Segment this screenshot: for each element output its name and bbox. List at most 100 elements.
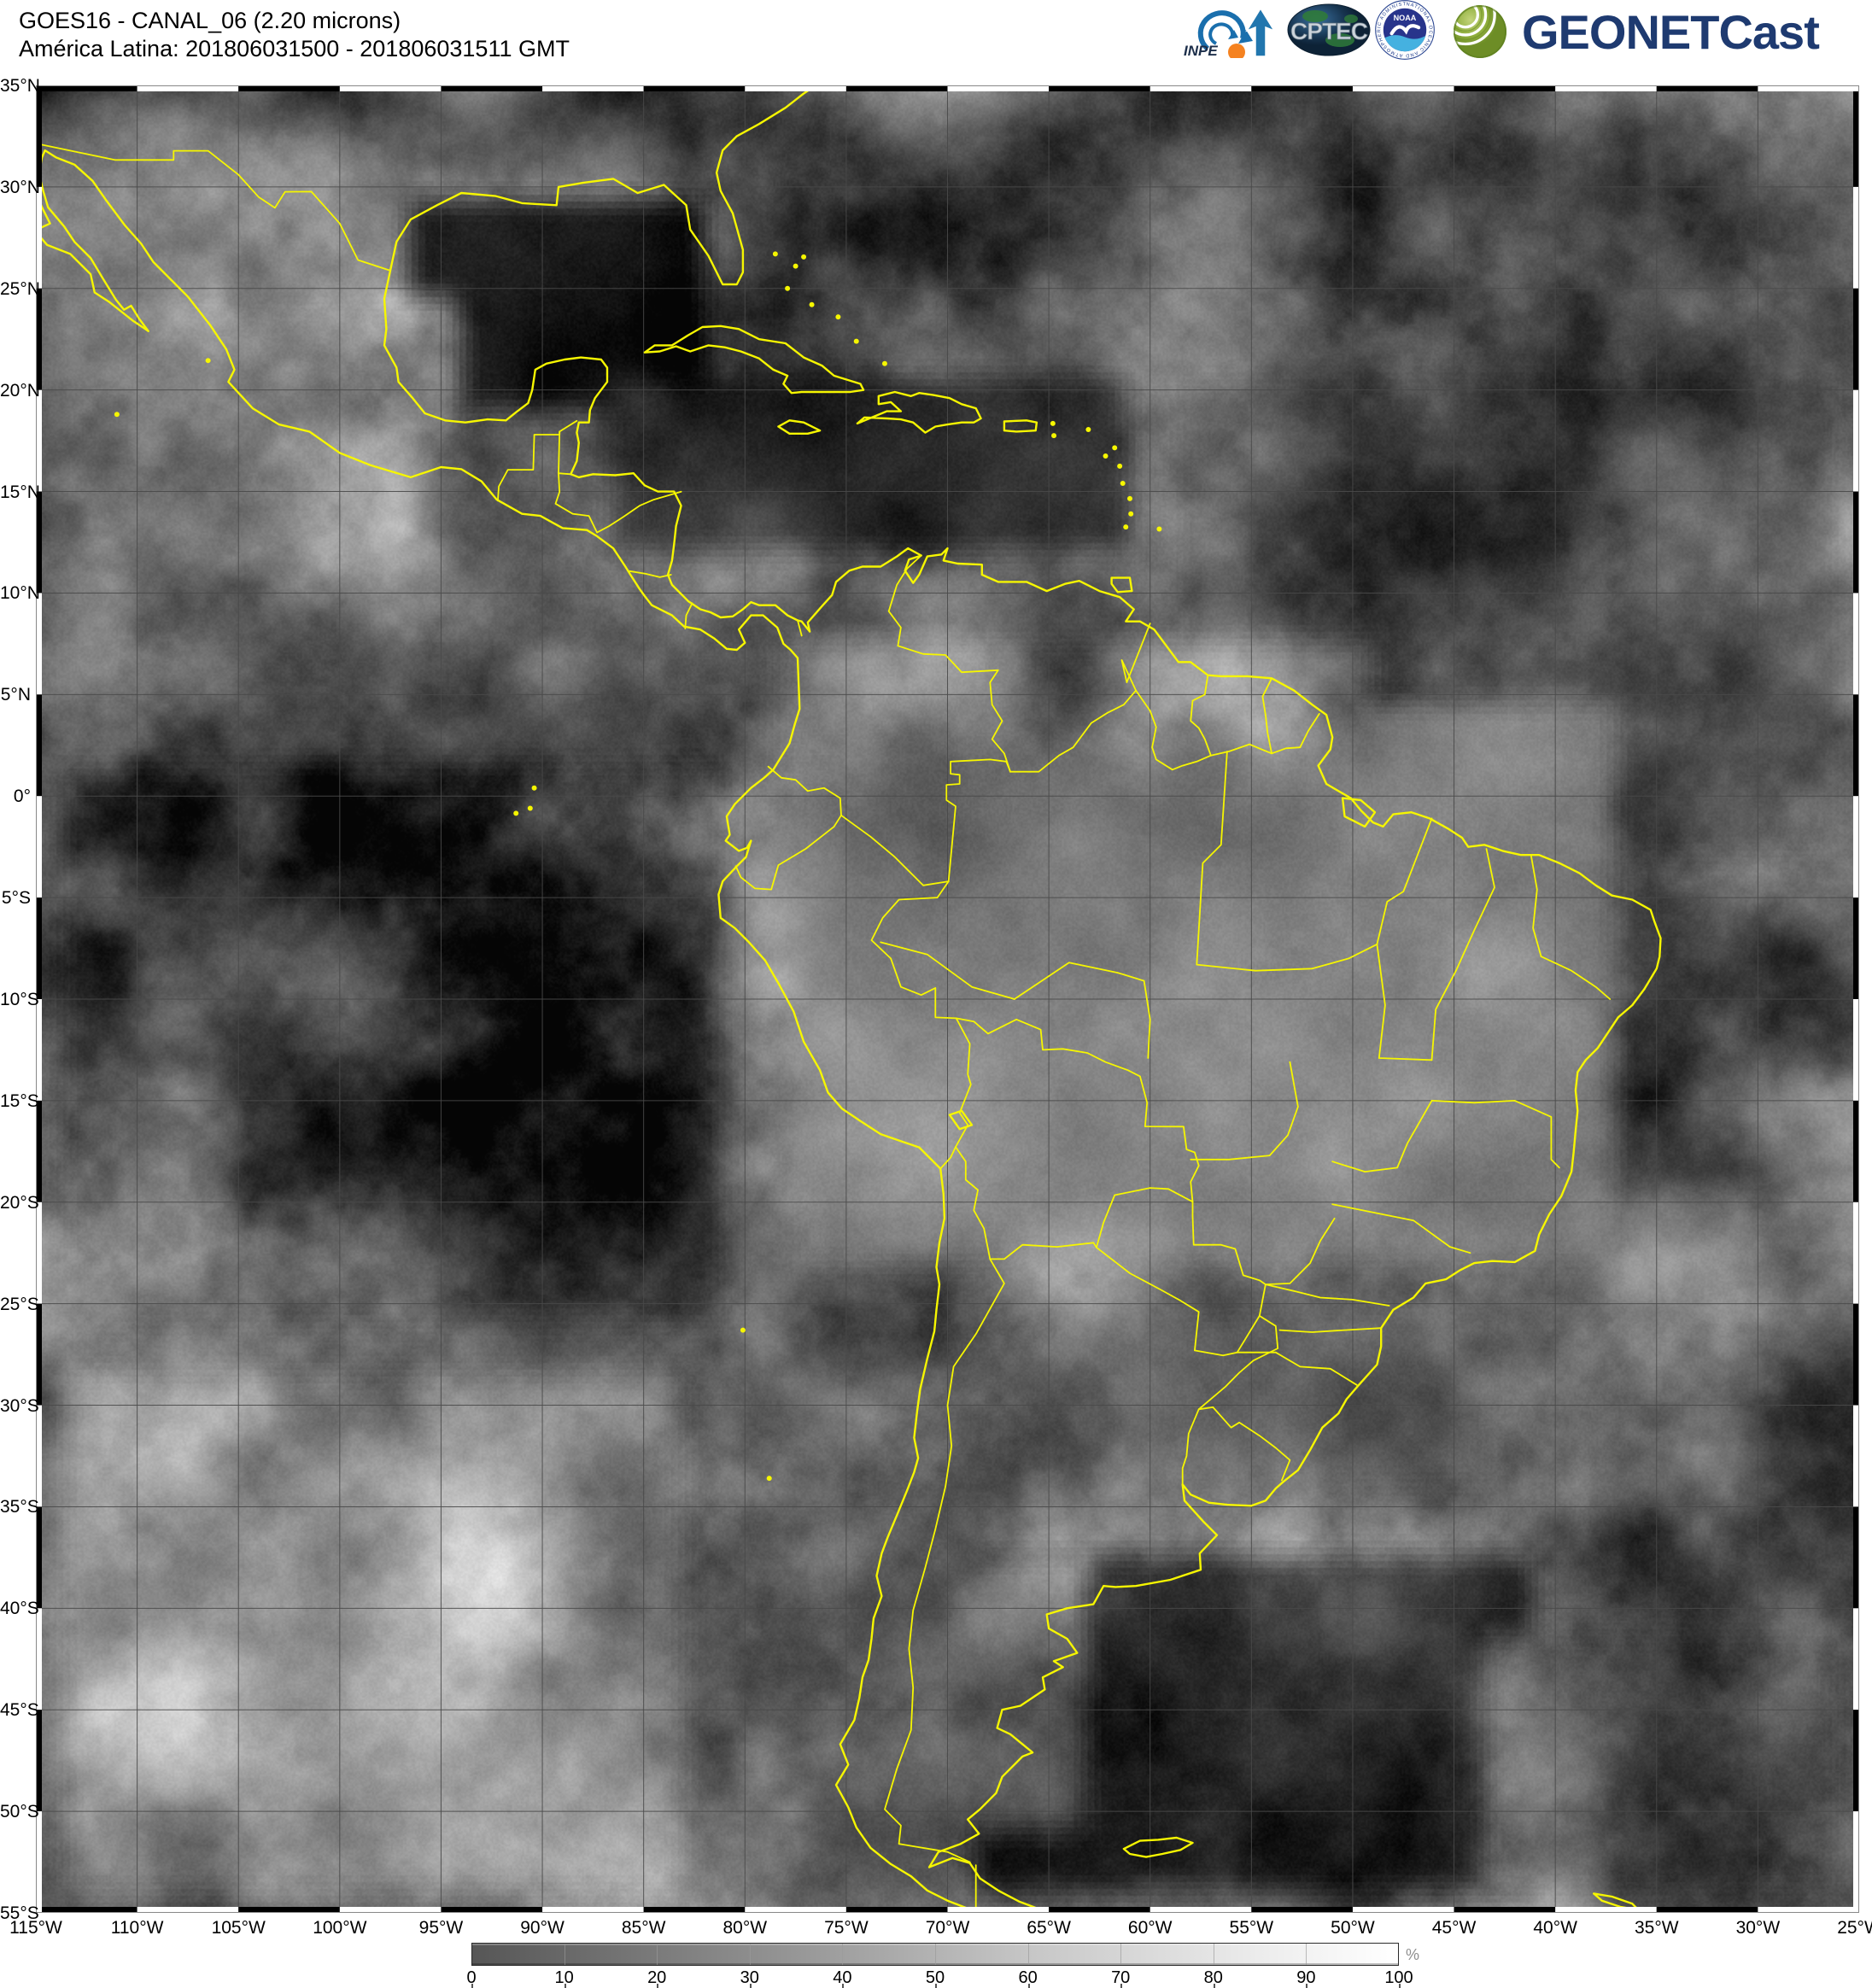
country-border xyxy=(797,619,803,637)
lon-tick-label: 85°W xyxy=(621,1918,666,1938)
lat-tick-label: 5°N xyxy=(0,685,31,705)
island-mark xyxy=(1120,481,1126,487)
lat-tick-label: 25°N xyxy=(0,278,40,299)
island-mark xyxy=(1112,445,1118,451)
country-border xyxy=(36,133,391,272)
lon-tick-label: 90°W xyxy=(520,1918,565,1938)
lon-tick-label: 35°W xyxy=(1634,1918,1679,1938)
country-border xyxy=(870,880,957,1020)
country-border xyxy=(1190,674,1212,757)
country-border xyxy=(1299,713,1320,749)
country-border xyxy=(989,1242,1097,1260)
map-frame-segment xyxy=(1853,1608,1859,1710)
country-border xyxy=(558,430,572,476)
map-frame-segment xyxy=(36,1100,42,1202)
colorbar-tick-label: 10 xyxy=(554,1968,574,1987)
colorbar-tick-label: 80 xyxy=(1203,1968,1223,1987)
country-border xyxy=(1376,817,1433,945)
colorbar-tick-label: 60 xyxy=(1018,1968,1038,1987)
colorbar-inner-tick xyxy=(1027,1944,1029,1965)
colorbar-inner-tick xyxy=(842,1944,844,1965)
lat-tick-label: 55°S xyxy=(0,1903,39,1923)
colorbar-micro-tick xyxy=(564,1984,566,1988)
country-border xyxy=(1196,751,1228,966)
map-frame-segment xyxy=(36,1811,42,1913)
map-frame-segment xyxy=(441,85,543,91)
map-overlay xyxy=(36,85,1859,1913)
map-frame-segment xyxy=(36,389,42,492)
lat-tick-label: 45°S xyxy=(0,1700,39,1721)
map-frame-segment xyxy=(1853,1405,1859,1507)
island-mark xyxy=(1156,526,1162,532)
colorbar-micro-tick xyxy=(749,1984,752,1988)
country-border xyxy=(1191,1201,1267,1317)
inpe-logo-text: INPE xyxy=(1184,43,1218,58)
map-frame-segment xyxy=(845,85,948,91)
island-mark xyxy=(1051,433,1057,439)
coastline xyxy=(1110,576,1133,593)
country-border xyxy=(1530,854,1542,957)
map-frame-segment xyxy=(1150,1907,1252,1913)
map-frame-segment xyxy=(36,85,137,91)
map-frame-segment xyxy=(36,999,42,1101)
country-border xyxy=(945,758,1011,882)
country-border xyxy=(880,941,1015,1000)
country-border xyxy=(1013,962,1151,1059)
map-frame-segment xyxy=(1656,1907,1758,1913)
coastline xyxy=(383,85,817,622)
map-frame-segment xyxy=(1853,1202,1859,1304)
colorbar-tick-label: 0 xyxy=(466,1968,477,1987)
lat-tick-label: 10°N xyxy=(0,583,40,604)
island-mark xyxy=(740,1327,746,1333)
coastline xyxy=(948,1109,974,1131)
country-border xyxy=(684,602,693,629)
country-border xyxy=(596,490,682,534)
country-border xyxy=(1331,1203,1471,1254)
map-frame-segment xyxy=(36,288,42,390)
colorbar-inner-tick xyxy=(935,1944,936,1965)
map-frame-segment xyxy=(1454,85,1556,91)
country-border xyxy=(1190,1061,1299,1161)
map-frame-segment xyxy=(36,491,42,593)
map-frame-segment xyxy=(1853,1303,1859,1406)
island-mark xyxy=(785,285,791,291)
coastline xyxy=(643,325,865,395)
island-mark xyxy=(1103,453,1109,459)
map-frame-segment xyxy=(947,85,1050,91)
island-mark xyxy=(527,805,533,811)
island-mark xyxy=(801,254,807,260)
map-frame-segment xyxy=(1853,898,1859,999)
island-mark xyxy=(1117,463,1123,469)
colorbar-tick-label: 90 xyxy=(1296,1968,1316,1987)
island-mark xyxy=(1085,427,1091,433)
map-frame-segment xyxy=(1853,85,1859,187)
lon-tick-label: 110°W xyxy=(110,1918,164,1938)
map-frame-segment xyxy=(36,1710,42,1812)
map-frame-segment xyxy=(137,85,239,91)
colorbar-tick-label: 20 xyxy=(647,1968,667,1987)
island-mark xyxy=(793,263,799,269)
island-mark xyxy=(772,251,778,257)
map-frame-segment xyxy=(1352,85,1454,91)
country-border xyxy=(767,765,842,816)
country-border xyxy=(1236,1351,1358,1386)
colorbar-inner-tick xyxy=(749,1944,751,1965)
country-border xyxy=(887,554,1011,773)
coastline xyxy=(1122,1836,1194,1858)
map-frame-segment xyxy=(1853,1506,1859,1609)
map-frame-segment xyxy=(1352,1907,1454,1913)
map-frame-segment xyxy=(1853,288,1859,390)
country-border xyxy=(1096,1246,1261,1357)
lat-tick-label: 30°S xyxy=(0,1395,39,1416)
lat-tick-label: 25°S xyxy=(0,1294,39,1314)
map-frame-segment xyxy=(36,186,42,289)
colorbar-tick-label: 70 xyxy=(1111,1968,1131,1987)
colorbar-inner-tick xyxy=(1120,1944,1122,1965)
coastline xyxy=(36,149,1024,1913)
island-mark xyxy=(881,360,887,366)
map-frame-segment xyxy=(339,85,442,91)
country-border xyxy=(955,1017,972,1148)
lon-tick-label: 40°W xyxy=(1533,1918,1577,1938)
map-frame-segment xyxy=(36,593,42,695)
country-border xyxy=(1181,1408,1200,1486)
